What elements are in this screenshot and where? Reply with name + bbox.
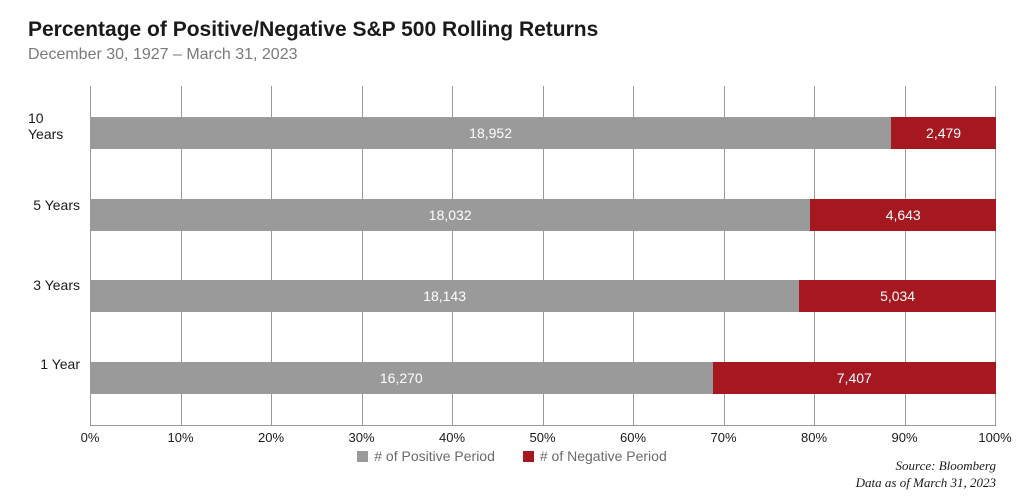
chart-subtitle: December 30, 1927 – March 31, 2023 [28, 46, 996, 64]
bar-segment-positive: 18,143 [90, 280, 799, 312]
bar-segment-negative: 7,407 [713, 362, 996, 394]
bar-row-5y: 18,032 4,643 [90, 199, 996, 231]
plot-area: 18,952 2,479 18,032 4,643 18,143 5,034 1… [90, 86, 996, 426]
source-attribution: Source: Bloomberg Data as of March 31, 2… [856, 457, 996, 492]
swatch-icon [523, 451, 534, 462]
bar-segment-negative: 5,034 [799, 280, 996, 312]
bar-segment-positive: 16,270 [90, 362, 713, 394]
source-line: Source: Bloomberg [856, 457, 996, 475]
bars-container: 18,952 2,479 18,032 4,643 18,143 5,034 1… [90, 86, 996, 425]
chart-title: Percentage of Positive/Negative S&P 500 … [28, 18, 996, 42]
bar-row-3y: 18,143 5,034 [90, 280, 996, 312]
legend-label: # of Positive Period [374, 448, 495, 464]
legend: # of Positive Period # of Negative Perio… [28, 448, 996, 464]
legend-label: # of Negative Period [540, 448, 667, 464]
bar-row-10y: 18,952 2,479 [90, 117, 996, 149]
bar-segment-negative: 2,479 [891, 117, 996, 149]
y-label: 1 Year [40, 348, 80, 380]
legend-item-positive: # of Positive Period [357, 448, 495, 464]
chart-area: 10 Years 5 Years 3 Years 1 Year 18,952 2… [28, 86, 996, 426]
bar-segment-negative: 4,643 [810, 199, 996, 231]
y-label: 5 Years [33, 189, 80, 221]
bar-segment-positive: 18,952 [90, 117, 891, 149]
source-line: Data as of March 31, 2023 [856, 474, 996, 492]
legend-item-negative: # of Negative Period [523, 448, 667, 464]
y-axis-labels: 10 Years 5 Years 3 Years 1 Year [28, 86, 90, 426]
bar-row-1y: 16,270 7,407 [90, 362, 996, 394]
swatch-icon [357, 451, 368, 462]
bar-segment-positive: 18,032 [90, 199, 810, 231]
y-label: 10 Years [28, 110, 80, 142]
y-label: 3 Years [33, 269, 80, 301]
